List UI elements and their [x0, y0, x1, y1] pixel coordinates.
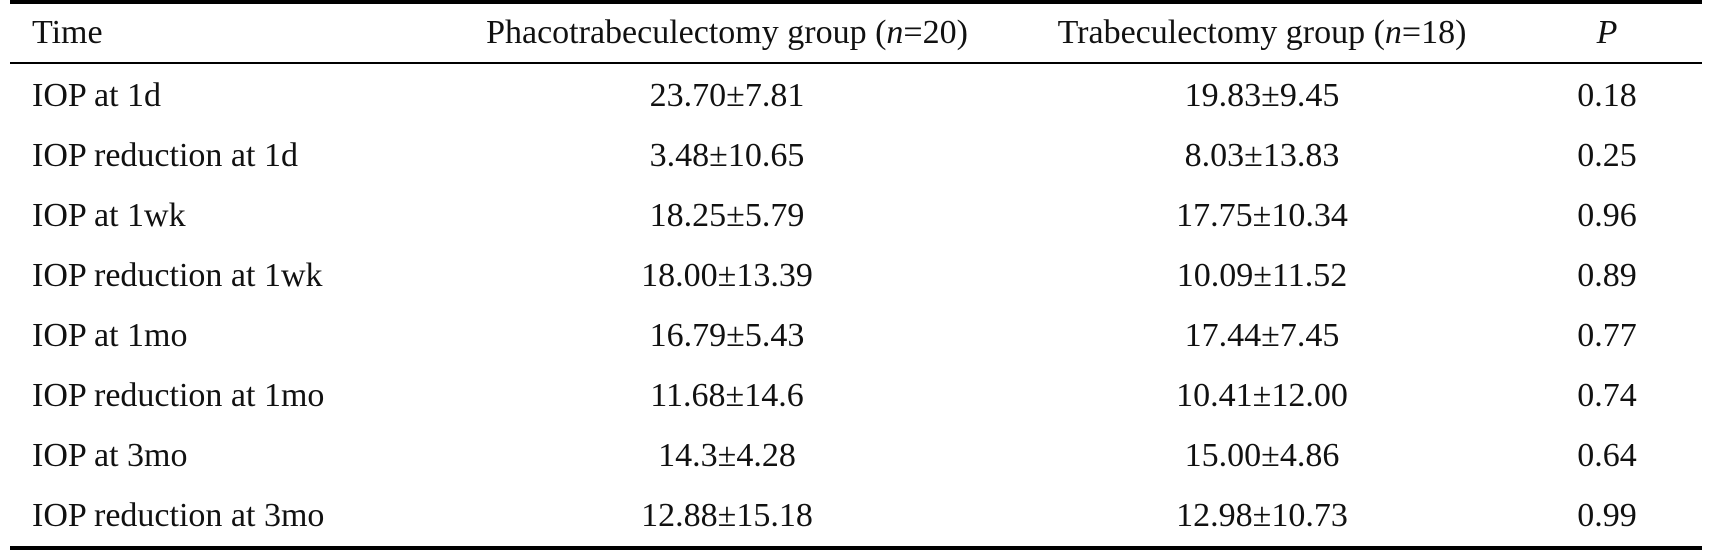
header-phaco-suffix: =20) [903, 14, 968, 51]
header-row: Time Phacotrabeculectomy group (n=20) Tr… [10, 2, 1702, 63]
cell-phaco: 18.00±13.39 [641, 257, 813, 294]
header-trab-n: n [1384, 14, 1402, 51]
table-row: IOP at 1mo 16.79±5.43 17.44±7.45 0.77 [10, 306, 1702, 366]
table-body: IOP at 1d 23.70±7.81 19.83±9.45 0.18 IOP… [10, 63, 1702, 548]
cell-p: 0.64 [1577, 437, 1637, 474]
cell-time: IOP at 3mo [32, 437, 188, 474]
cell-p: 0.77 [1577, 317, 1637, 354]
cell-trab: 8.03±13.83 [1184, 137, 1340, 174]
header-time: Time [32, 14, 103, 51]
cell-trab: 17.75±10.34 [1176, 197, 1348, 234]
table-row: IOP at 3mo 14.3±4.28 15.00±4.86 0.64 [10, 426, 1702, 486]
cell-trab: 10.09±11.52 [1176, 257, 1348, 294]
cell-trab: 10.41±12.00 [1176, 377, 1348, 414]
cell-phaco: 3.48±10.65 [649, 137, 805, 174]
table-row: IOP at 1d 23.70±7.81 19.83±9.45 0.18 [10, 63, 1702, 126]
cell-trab: 12.98±10.73 [1176, 497, 1348, 534]
table-row: IOP reduction at 3mo 12.88±15.18 12.98±1… [10, 486, 1702, 548]
header-phaco-prefix: Phacotrabeculectomy group ( [486, 14, 887, 51]
cell-time: IOP reduction at 1mo [32, 377, 325, 414]
header-phaco-group: Phacotrabeculectomy group (n=20) [442, 2, 1012, 63]
cell-time: IOP at 1d [32, 77, 162, 114]
table-row: IOP reduction at 1wk 18.00±13.39 10.09±1… [10, 246, 1702, 306]
iop-comparison-table: Time Phacotrabeculectomy group (n=20) Tr… [10, 0, 1702, 550]
cell-trab: 17.44±7.45 [1184, 317, 1340, 354]
header-trab-group: Trabeculectomy group (n=18) [1012, 2, 1512, 63]
cell-p: 0.18 [1577, 77, 1637, 114]
cell-phaco: 16.79±5.43 [649, 317, 805, 354]
cell-time: IOP reduction at 1wk [32, 257, 323, 294]
cell-phaco: 12.88±15.18 [641, 497, 813, 534]
cell-time: IOP at 1mo [32, 317, 188, 354]
header-p-value: P [1596, 14, 1618, 51]
header-phaco-n: n [886, 14, 904, 51]
cell-time: IOP reduction at 1d [32, 137, 298, 174]
cell-p: 0.96 [1577, 197, 1637, 234]
header-trab-suffix: =18) [1401, 14, 1467, 51]
cell-p: 0.25 [1577, 137, 1637, 174]
cell-phaco: 18.25±5.79 [649, 197, 805, 234]
cell-p: 0.74 [1577, 377, 1637, 414]
table-row: IOP reduction at 1d 3.48±10.65 8.03±13.8… [10, 126, 1702, 186]
cell-trab: 15.00±4.86 [1184, 437, 1340, 474]
table-row: IOP at 1wk 18.25±5.79 17.75±10.34 0.96 [10, 186, 1702, 246]
header-trab-prefix: Trabeculectomy group ( [1057, 14, 1385, 51]
table-header: Time Phacotrabeculectomy group (n=20) Tr… [10, 2, 1702, 63]
cell-trab: 19.83±9.45 [1184, 77, 1340, 114]
iop-comparison-table-container: Time Phacotrabeculectomy group (n=20) Tr… [10, 0, 1702, 550]
cell-p: 0.89 [1577, 257, 1637, 294]
cell-phaco: 14.3±4.28 [658, 437, 796, 474]
cell-phaco: 11.68±14.6 [650, 377, 804, 414]
cell-phaco: 23.70±7.81 [649, 77, 805, 114]
cell-time: IOP reduction at 3mo [32, 497, 325, 534]
table-row: IOP reduction at 1mo 11.68±14.6 10.41±12… [10, 366, 1702, 426]
cell-p: 0.99 [1577, 497, 1637, 534]
cell-time: IOP at 1wk [32, 197, 186, 234]
